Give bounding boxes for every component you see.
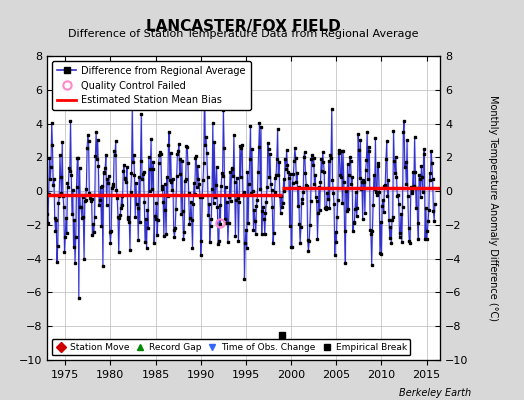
- Title: LANCASTER/FOX FIELD: LANCASTER/FOX FIELD: [146, 19, 341, 34]
- Legend: Station Move, Record Gap, Time of Obs. Change, Empirical Break: Station Move, Record Gap, Time of Obs. C…: [52, 339, 410, 356]
- Text: Berkeley Earth: Berkeley Earth: [399, 388, 472, 398]
- Y-axis label: Monthly Temperature Anomaly Difference (°C): Monthly Temperature Anomaly Difference (…: [488, 95, 498, 321]
- Text: Difference of Station Temperature Data from Regional Average: Difference of Station Temperature Data f…: [69, 29, 419, 39]
